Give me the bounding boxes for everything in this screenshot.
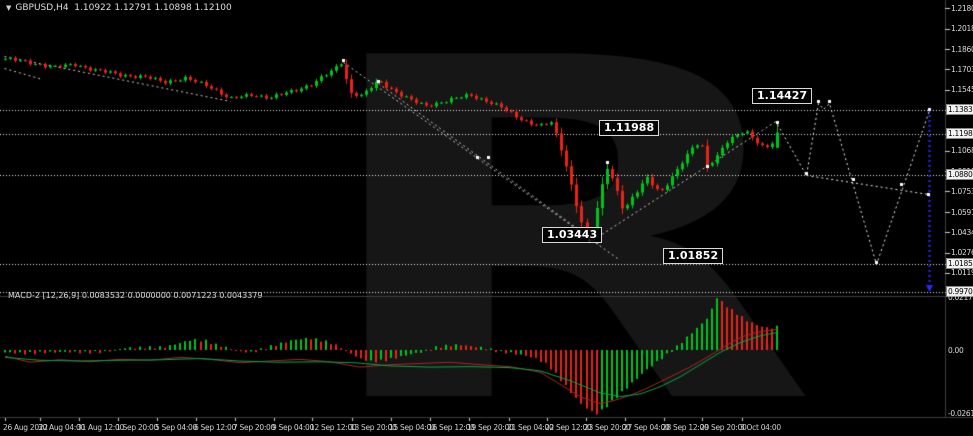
ohlc-quote-label: 1.10922 1.12791 1.10898 1.12100 <box>74 3 232 13</box>
price-annotation-box[interactable]: 1.03443 <box>542 227 603 243</box>
symbol-timeframe-label: GBPUSD,H4 <box>15 3 69 13</box>
price-annotation-box[interactable]: 1.01852 <box>663 248 724 264</box>
price-annotation-box[interactable]: 1.14427 <box>752 88 813 104</box>
symbol-dropdown-icon[interactable]: ▼ <box>6 4 12 12</box>
macd-indicator-label: MACD-2 [12,26,9] 0.0083532 0.0000000 0.0… <box>8 291 263 300</box>
chart-title: ▼ GBPUSD,H4 1.10922 1.12791 1.10898 1.121… <box>6 3 232 13</box>
price-annotation-box[interactable]: 1.11988 <box>599 120 660 136</box>
